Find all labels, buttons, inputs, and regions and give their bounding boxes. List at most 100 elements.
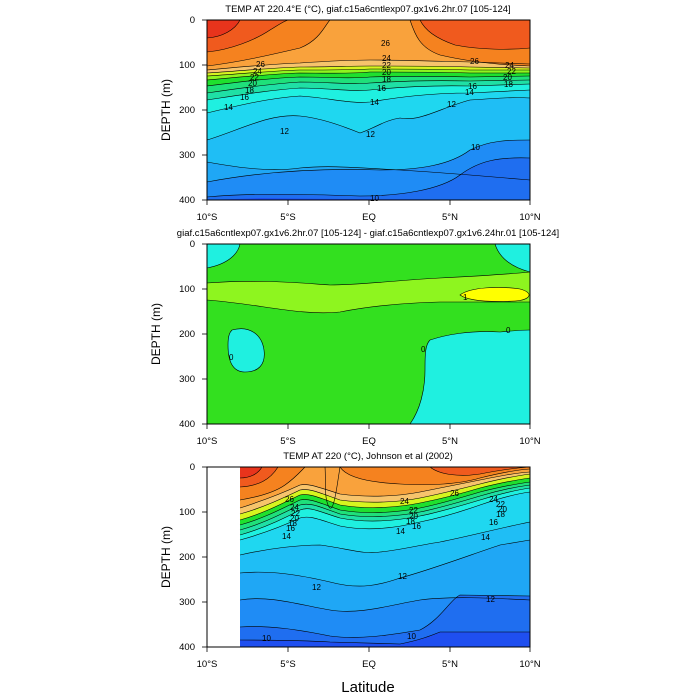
contour-label: 12: [366, 130, 375, 139]
contour-label: 24: [489, 495, 498, 504]
contour-label: 14: [370, 98, 379, 107]
panel3-title: TEMP AT 220 (°C), Johnson et al (2002): [283, 451, 453, 462]
fill-t8: [240, 632, 530, 647]
contour-label: 22: [507, 67, 516, 76]
contour-label: 0: [421, 345, 426, 354]
fill-negative-south: [228, 328, 265, 372]
contour-label: 26: [381, 39, 390, 48]
contour-label: 14: [224, 103, 233, 112]
panel1-ytick: 0: [190, 15, 195, 26]
contour-label: 14: [282, 532, 291, 541]
panel2-ytick: 0: [190, 239, 195, 250]
contour-label: 24: [382, 54, 391, 63]
panel3-xtick: EQ: [362, 659, 376, 670]
panel3-ytick: 0: [190, 462, 195, 473]
contour-label: 22: [382, 61, 391, 70]
panel2-xtick: 5°N: [442, 436, 458, 447]
panel-model-temperature: TEMP AT 220.4°E (°C), giaf.c15a6cntlexp0…: [159, 4, 541, 223]
fill-t27: [240, 467, 530, 487]
contour-label: 12: [280, 127, 289, 136]
panel3-contour-lines: [239, 467, 530, 645]
contour-label: 18: [382, 75, 391, 84]
contour-label: 18: [406, 517, 415, 526]
panel2-xtick: 10°S: [197, 436, 218, 447]
contour-label: 20: [290, 514, 299, 523]
panel1-ticks: [202, 19, 531, 205]
panel2-title: giaf.c15a6cntlexp07.gx1v6.2hr.07 [105-12…: [177, 228, 559, 239]
panel1-xtick: 5°S: [280, 212, 295, 223]
panel1-contour-fill: [207, 20, 530, 200]
fill-t9: [207, 157, 530, 200]
fill-t28: [240, 467, 262, 478]
contour-label: 24: [290, 503, 299, 512]
contour-label: 14: [481, 533, 490, 542]
panel2-xtick: 10°N: [519, 436, 540, 447]
fill-negative-top-left: [207, 244, 240, 268]
panel1-ylabel: DEPTH (m): [159, 79, 173, 141]
contour-label: 20: [503, 73, 512, 82]
panel3-ytick: 100: [179, 507, 195, 518]
panel1-xtick: 10°S: [197, 212, 218, 223]
panel1-xtick: 5°N: [442, 212, 458, 223]
contour-label: 16: [377, 84, 386, 93]
contour-label: 0: [506, 326, 511, 335]
panel3-xtick: 5°N: [442, 659, 458, 670]
contour-label: 24: [253, 67, 262, 76]
panel1-contour-lines: [207, 20, 530, 198]
fill-negative-north: [410, 330, 530, 424]
contour-label: 18: [496, 510, 505, 519]
contour-label: 20: [498, 505, 507, 514]
contour-label: 22: [291, 509, 300, 518]
panel2-xtick: EQ: [362, 436, 376, 447]
panel3-ticks: [202, 466, 531, 652]
panel2-ylabel: DEPTH (m): [149, 303, 163, 365]
fill-t27: [207, 20, 530, 52]
panel2-ytick: 100: [179, 284, 195, 295]
contour-label: 16: [286, 524, 295, 533]
panel2-contour-labels: 1 0 0 0: [229, 293, 511, 362]
contour-label: 18: [245, 86, 254, 95]
no-data-region: [207, 467, 240, 647]
contour-label: 26: [285, 495, 294, 504]
panel-model-difference: giaf.c15a6cntlexp07.gx1v6.2hr.07 [105-12…: [149, 228, 559, 447]
panel1-contour-labels: 26 24 22 20 18 16 14 12 10 26 24 22 20 1…: [224, 39, 516, 203]
panel3-contour-fill: [207, 467, 530, 647]
contour-label: 20: [409, 512, 418, 521]
panel1-xtick: 10°N: [519, 212, 540, 223]
fill-band-plus1: [207, 272, 530, 313]
contour-label: 16: [489, 518, 498, 527]
contour-label: 16: [412, 522, 421, 531]
panel2-contour-lines: [207, 244, 530, 424]
panel3-xlabel: Latitude: [341, 679, 394, 696]
contour-label: 1: [463, 293, 468, 302]
panel1-ytick: 200: [179, 105, 195, 116]
panel2-ytick: 200: [179, 329, 195, 340]
contour-label: 22: [409, 506, 418, 515]
panel1-xtick: EQ: [362, 212, 376, 223]
contour-label: 22: [250, 73, 259, 82]
panel1-ytick: 400: [179, 195, 195, 206]
fill-negative-top-right: [495, 244, 530, 272]
contour-label: 24: [400, 497, 409, 506]
panel2-ytick: 300: [179, 374, 195, 385]
panel3-ylabel: DEPTH (m): [159, 526, 173, 588]
contour-label: 26: [470, 57, 479, 66]
contour-label: 20: [248, 79, 257, 88]
panel2-ytick: 400: [179, 419, 195, 430]
contour-label: 18: [504, 80, 513, 89]
panel1-ytick: 300: [179, 150, 195, 161]
contour-label: 14: [396, 527, 405, 536]
contour-label: 0: [229, 353, 234, 362]
contour-label: 16: [468, 82, 477, 91]
panel3-xtick: 10°N: [519, 659, 540, 670]
contour-label: 22: [496, 500, 505, 509]
panel3-xtick: 10°S: [197, 659, 218, 670]
contour-label: 26: [450, 489, 459, 498]
contour-label: 24: [505, 61, 514, 70]
panel3-contour-labels: 26 24 22 20 18 16 14 12 10 24 22 20 18 1…: [262, 489, 507, 643]
contour-label: 10: [370, 194, 379, 203]
contour-label: 18: [288, 519, 297, 528]
contour-label: 12: [447, 100, 456, 109]
contour-label: 12: [398, 572, 407, 581]
